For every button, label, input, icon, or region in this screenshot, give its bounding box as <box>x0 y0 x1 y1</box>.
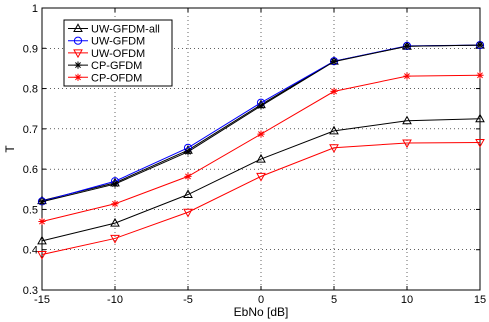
legend-label: UW-GFDM-all <box>91 24 160 36</box>
ticks: -15 -10 -5 0 5 10 15 0.3 0.4 0.5 0.6 0.7 0.8 0.9 1 <box>23 3 486 306</box>
legend-marker <box>73 49 83 59</box>
data-point <box>37 251 47 260</box>
data-point <box>330 87 338 95</box>
legend-marker <box>73 23 83 32</box>
y-tick-label: 0.4 <box>23 245 38 257</box>
series-uw-ofdm <box>37 139 485 260</box>
series-line <box>41 118 481 242</box>
data-point <box>476 71 484 79</box>
data-point <box>38 217 46 226</box>
data-point <box>402 115 412 125</box>
data-point <box>110 234 120 244</box>
series-layer <box>37 39 485 260</box>
data-point <box>403 72 411 80</box>
data-point <box>38 198 46 206</box>
data-point <box>330 57 338 66</box>
data-point <box>183 189 193 199</box>
data-point <box>257 130 265 138</box>
y-axis-label: T <box>3 145 17 153</box>
x-tick-label: 15 <box>474 294 486 306</box>
y-tick-label: 0.6 <box>23 164 38 176</box>
y-tick-label: 0.3 <box>23 285 38 297</box>
series-unnamed-5 <box>37 113 485 245</box>
legend-item: UW-GFDM <box>68 36 145 48</box>
data-point <box>475 113 485 123</box>
x-tick-label: 10 <box>401 294 413 306</box>
legend-marker <box>73 36 83 45</box>
series-line <box>41 142 481 256</box>
data-point <box>37 235 47 245</box>
legend-item: UW-OFDM <box>68 48 145 60</box>
legend-label: UW-OFDM <box>91 48 145 60</box>
legend-label: UW-GFDM <box>91 36 145 48</box>
data-point <box>329 144 339 154</box>
legend-label: CP-OFDM <box>91 72 142 84</box>
legend-item: CP-GFDM <box>68 60 142 72</box>
y-tick-label: 0.5 <box>23 204 38 216</box>
y-tick-label: 0.7 <box>23 124 38 136</box>
data-point <box>257 102 265 110</box>
x-tick-label: -5 <box>183 294 193 306</box>
series-cp-ofdm <box>38 71 484 226</box>
data-point <box>256 153 266 163</box>
y-tick-label: 0.9 <box>23 43 38 55</box>
data-point <box>256 172 266 182</box>
x-tick-label: -10 <box>107 294 123 306</box>
x-axis-label: EbNo [dB] <box>234 305 289 319</box>
x-tick-label: 0 <box>258 294 264 306</box>
y-tick-label: 1 <box>32 3 38 15</box>
x-tick-label: 5 <box>331 294 337 306</box>
data-point <box>329 125 339 135</box>
data-point <box>475 139 485 148</box>
legend-item: UW-GFDM-all <box>68 23 160 36</box>
y-tick-label: 0.8 <box>23 84 38 96</box>
data-point <box>403 42 411 50</box>
series-cp-gfdm <box>38 41 484 206</box>
x-tick-label: -15 <box>34 294 50 306</box>
data-point <box>111 200 119 208</box>
data-point <box>183 208 193 218</box>
data-point <box>184 172 192 180</box>
legend-marker <box>74 73 82 81</box>
legend-label: CP-GFDM <box>91 60 142 72</box>
data-point <box>111 180 119 188</box>
data-point <box>184 148 192 156</box>
data-point <box>476 41 484 49</box>
data-point <box>110 217 120 227</box>
data-point <box>402 139 412 149</box>
legend-marker <box>74 61 82 69</box>
legend-item: CP-OFDM <box>68 72 142 84</box>
